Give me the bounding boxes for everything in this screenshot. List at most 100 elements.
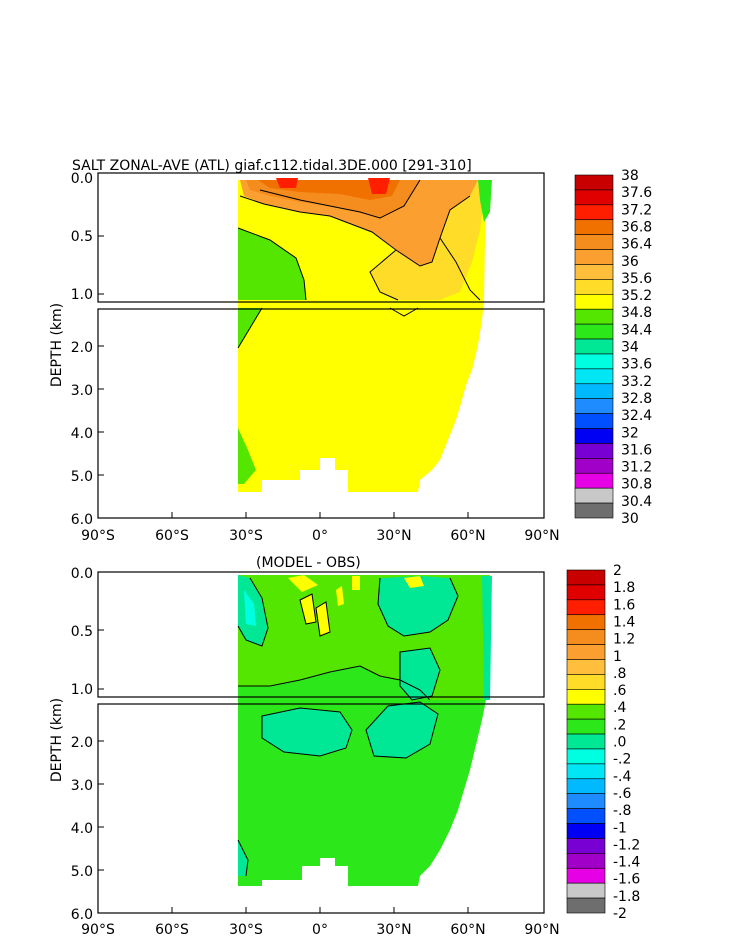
colorbar-label: .6 [613, 683, 626, 699]
colorbar-label: 36.4 [621, 237, 652, 253]
salt-ytick: 2.0 [71, 340, 93, 356]
colorbar-swatch [574, 443, 614, 459]
salt-colorbar: 3837.637.236.836.43635.635.234.834.43433… [574, 168, 652, 527]
colorbar-label: -2 [613, 906, 627, 922]
diff-contours [237, 577, 459, 877]
colorbar-swatch [574, 502, 614, 519]
colorbar-label: -1.8 [613, 889, 640, 905]
colorbar-label: 31.6 [621, 442, 652, 458]
colorbar-swatch [566, 897, 606, 914]
colorbar-swatch [566, 763, 606, 780]
colorbar-label: 32.8 [621, 391, 652, 407]
diff-panel: (MODEL - OBS) [49, 555, 640, 938]
diff-xtick: 90°S [81, 922, 115, 938]
diff-lower-frame [97, 703, 545, 914]
colorbar-swatch [566, 614, 606, 630]
colorbar-swatch [566, 569, 606, 586]
colorbar-swatch [574, 413, 614, 429]
colorbar-swatch [566, 644, 606, 660]
colorbar-label: -.8 [613, 803, 631, 819]
diff-ytick: 3.0 [71, 778, 93, 794]
colorbar-swatch [566, 584, 606, 601]
colorbar-swatch [574, 353, 614, 370]
colorbar-label: 1.8 [613, 580, 635, 596]
colorbar-label: 30 [621, 511, 639, 527]
salt-ylabel: DEPTH (km) [49, 303, 65, 387]
salt-xtick: 0° [312, 528, 328, 544]
colorbar-label: 37.2 [621, 202, 652, 218]
colorbar-swatch [566, 808, 606, 824]
colorbar-label: 34 [621, 340, 639, 356]
colorbar-label: 1.4 [613, 614, 635, 630]
salt-xtick: 60°N [450, 528, 485, 544]
colorbar-swatch [574, 472, 614, 489]
salt-xtick: 60°S [155, 528, 189, 544]
colorbar-label: 30.4 [621, 494, 652, 510]
colorbar-label: 38 [621, 168, 639, 184]
diff-xtick: 30°N [376, 922, 411, 938]
colorbar-label: 1 [613, 649, 622, 665]
diff-ytick: 4.0 [71, 821, 93, 837]
colorbar-label: -1.2 [613, 837, 640, 853]
colorbar-label: 36.8 [621, 219, 652, 235]
diff-ytick: 5.0 [71, 864, 93, 880]
colorbar-label: 33.2 [621, 374, 652, 390]
colorbar-label: 32.4 [621, 408, 652, 424]
colorbar-label: 35.2 [621, 288, 652, 304]
salt-panel-title: SALT ZONAL-AVE (ATL) giaf.c112.tidal.3DE… [72, 158, 472, 174]
diff-panel-title: (MODEL - OBS) [256, 555, 361, 571]
colorbar-swatch [566, 882, 606, 899]
colorbar-label: 1.2 [613, 632, 635, 648]
diff-ytick: 1.0 [71, 682, 93, 698]
salt-field [238, 178, 492, 492]
diff-upper-frame [97, 571, 545, 698]
colorbar-swatch [574, 383, 614, 399]
salt-contours [237, 179, 481, 349]
colorbar-label: -1 [613, 820, 627, 836]
colorbar-label: .0 [613, 735, 626, 751]
colorbar-swatch [574, 458, 614, 474]
colorbar-swatch [574, 294, 614, 310]
salt-xtick: 90°N [524, 528, 559, 544]
colorbar-swatch [566, 748, 606, 765]
colorbar-swatch [566, 718, 606, 735]
diff-xtick: 30°S [229, 922, 263, 938]
colorbar-label: -1.6 [613, 872, 640, 888]
colorbar-swatch [566, 599, 606, 616]
salt-lower-frame [97, 308, 545, 519]
diff-colorbar: 21.81.61.41.21.8.6.4.2.0-.2-.4-.6-.8-1-1… [566, 563, 640, 922]
diff-ytick: 0.5 [71, 624, 93, 640]
colorbar-swatch [574, 189, 614, 206]
colorbar-label: 30.8 [621, 477, 652, 493]
salt-ytick: 6.0 [71, 512, 93, 528]
colorbar-swatch [574, 249, 614, 265]
salt-ytick: 5.0 [71, 469, 93, 485]
colorbar-label: 37.6 [621, 185, 652, 201]
colorbar-swatch [574, 398, 614, 414]
colorbar-swatch [566, 867, 606, 884]
colorbar-swatch [574, 219, 614, 235]
colorbar-swatch [574, 204, 614, 221]
colorbar-label: 36 [621, 254, 639, 270]
colorbar-swatch [574, 264, 614, 280]
colorbar-label: 2 [613, 563, 622, 579]
colorbar-swatch [574, 174, 614, 191]
colorbar-label: 33.6 [621, 357, 652, 373]
colorbar-swatch [566, 823, 606, 839]
salt-xtick: 90°S [81, 528, 115, 544]
colorbar-label: 1.6 [613, 597, 635, 613]
colorbar-swatch [566, 703, 606, 720]
colorbar-swatch [574, 323, 614, 340]
colorbar-label: 35.6 [621, 271, 652, 287]
colorbar-swatch [574, 428, 614, 444]
colorbar-label: -.4 [613, 769, 632, 785]
diff-ytick: 6.0 [71, 907, 93, 923]
salt-ytick: 3.0 [71, 383, 93, 399]
colorbar-swatch [566, 853, 606, 869]
colorbar-label: .2 [613, 717, 626, 733]
colorbar-label: .8 [613, 666, 626, 682]
salt-xtick: 30°N [376, 528, 411, 544]
colorbar-label: 32 [621, 425, 639, 441]
colorbar-swatch [574, 308, 614, 325]
diff-xtick: 60°N [450, 922, 485, 938]
